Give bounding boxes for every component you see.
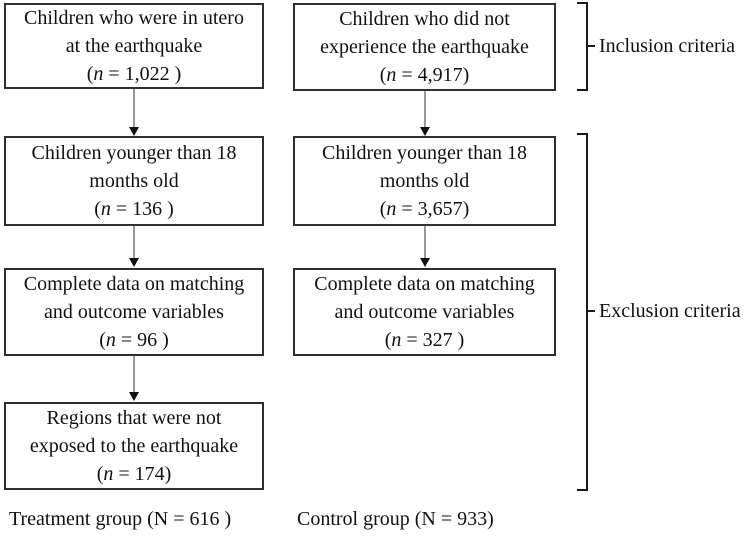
flow-box-treatment-regions-not-exposed: Regions that were not exposed to the ear…: [4, 402, 264, 490]
box-text-line: months old: [379, 170, 470, 192]
bracket-exclusion-tick-mid: [588, 310, 595, 312]
box-text-line: Children younger than 18: [31, 142, 237, 164]
bracket-exclusion-vertical: [586, 133, 588, 491]
arrowhead-icon: [129, 127, 139, 136]
arrow-treatment-1-2: [133, 89, 135, 127]
sample-size-line: (n = 4,917): [379, 64, 470, 86]
arrow-treatment-2-3: [133, 226, 135, 258]
control-group-total-label: Control group (N = 933): [297, 508, 494, 530]
bracket-inclusion-vertical: [586, 2, 588, 91]
box-text-line: exposed to the earthquake: [29, 435, 239, 457]
n-symbol: n: [100, 198, 111, 220]
flow-box-treatment-complete-data: Complete data on matching and outcome va…: [4, 268, 264, 356]
bracket-inclusion-tick-top: [577, 2, 588, 4]
box-text-line: Children who did not: [339, 8, 510, 30]
sample-size-line: (n = 3,657): [379, 198, 470, 220]
inclusion-criteria-label: Inclusion criteria: [599, 35, 736, 57]
n-symbol: n: [391, 329, 402, 351]
sample-size-line: (n = 136 ): [94, 198, 174, 220]
treatment-group-total-label: Treatment group (N = 616 ): [9, 508, 232, 530]
arrow-control-2-3: [424, 226, 426, 258]
arrowhead-icon: [420, 127, 430, 136]
sample-size-line: (n = 96 ): [99, 329, 169, 351]
box-text-line: experience the earthquake: [320, 36, 529, 58]
flow-box-control-no-earthquake: Children who did not experience the eart…: [293, 3, 556, 91]
bracket-inclusion-tick-bottom: [577, 89, 588, 91]
sample-size-line: (n = 174): [96, 463, 172, 485]
flow-box-treatment-in-utero: Children who were in utero at the earthq…: [4, 3, 264, 89]
flow-box-treatment-younger-18: Children younger than 18 months old (n =…: [4, 136, 264, 226]
n-symbol: n: [103, 463, 114, 485]
sample-size-line: (n = 1,022 ): [86, 63, 182, 85]
box-text-line: and outcome variables: [44, 301, 224, 323]
n-symbol: n: [386, 64, 397, 86]
n-symbol: n: [386, 198, 397, 220]
box-text-line: Complete data on matching: [314, 273, 535, 295]
box-text-line: Regions that were not: [46, 407, 222, 429]
box-text-line: Children younger than 18: [322, 142, 527, 164]
bracket-inclusion-tick-mid: [588, 45, 595, 47]
exclusion-criteria-label: Exclusion criteria: [599, 300, 741, 322]
box-text-line: at the earthquake: [65, 35, 203, 57]
flow-box-control-younger-18: Children younger than 18 months old (n =…: [293, 136, 556, 226]
n-symbol: n: [105, 329, 116, 351]
arrowhead-icon: [129, 258, 139, 267]
box-text-line: Children who were in utero: [24, 7, 244, 29]
box-text-line: months old: [89, 170, 179, 192]
bracket-exclusion-tick-bottom: [577, 489, 588, 491]
n-symbol: n: [93, 63, 104, 85]
box-text-line: Complete data on matching: [23, 273, 245, 295]
arrowhead-icon: [129, 392, 139, 401]
arrow-control-1-2: [424, 91, 426, 127]
sample-size-line: (n = 327 ): [384, 329, 465, 351]
arrowhead-icon: [420, 258, 430, 267]
flow-box-control-complete-data: Complete data on matching and outcome va…: [293, 268, 556, 356]
box-text-line: and outcome variables: [334, 301, 515, 323]
arrow-treatment-3-4: [133, 356, 135, 392]
bracket-exclusion-tick-top: [577, 133, 588, 135]
